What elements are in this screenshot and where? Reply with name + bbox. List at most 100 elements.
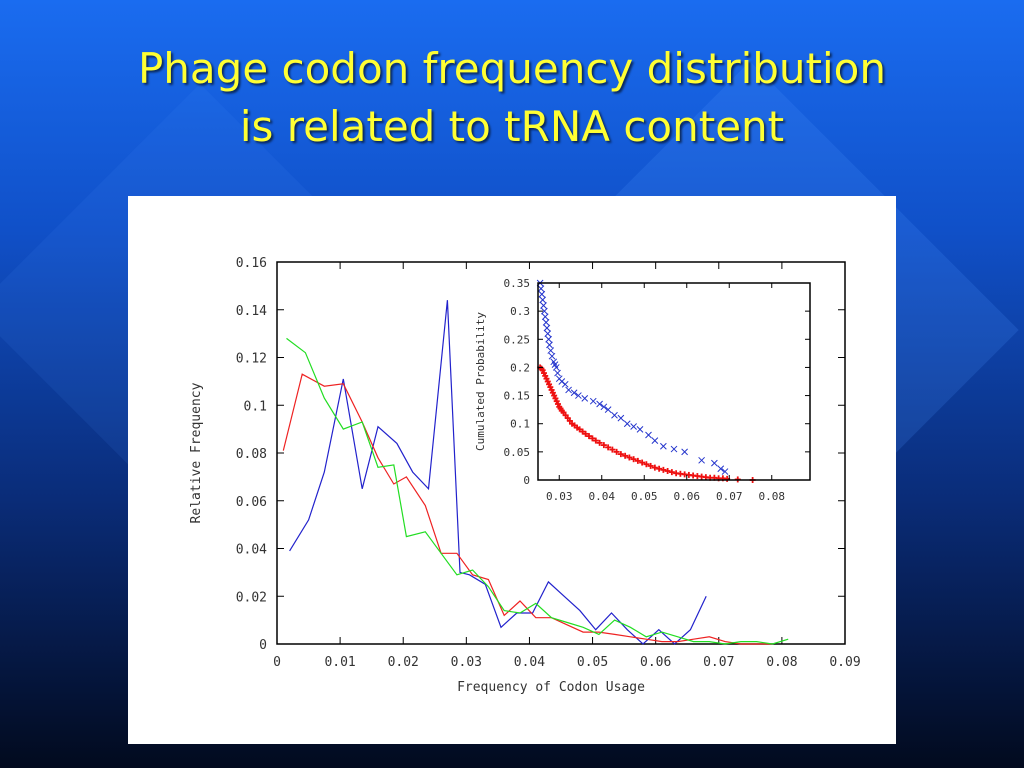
inset-point — [651, 437, 659, 444]
x-tick-label: 0.06 — [640, 655, 671, 670]
x-tick-label: 0.03 — [451, 655, 482, 670]
inset-marker-stroke — [548, 352, 556, 360]
inset-x-tick-label: 0.04 — [589, 490, 616, 503]
x-tick-label: 0.08 — [766, 655, 797, 670]
y-tick-label: 0.12 — [236, 352, 267, 367]
inset-marker-stroke — [570, 389, 578, 397]
inset-point — [586, 433, 592, 440]
inset-marker-stroke — [558, 378, 566, 385]
inset-point — [626, 454, 633, 461]
inset-background — [510, 273, 822, 512]
inset-marker-stroke — [630, 423, 637, 430]
inset-marker-stroke — [660, 442, 667, 450]
x-tick-label: 0.04 — [514, 655, 545, 670]
inset-marker-stroke — [538, 290, 546, 298]
chart-svg: 0 0.01 0.02 0.03 0.04 0.05 0.06 0.07 0.08 0.0900.… — [189, 256, 861, 695]
inset-point — [596, 400, 603, 408]
inset-chart: 0.03 0.04 0.05 0.06 0.07 0.08 0 0.05 0.1 0.15 0.2 0… — [474, 273, 822, 512]
inset-point — [547, 347, 555, 354]
inset-y-tick-label: 0.3 — [510, 305, 530, 318]
inset-point — [622, 452, 629, 459]
inset-point — [647, 462, 654, 469]
inset-y-tick-label: 0.15 — [504, 390, 531, 403]
y-tick-label: 0.16 — [236, 256, 267, 271]
x-tick-label: 0.05 — [577, 655, 608, 670]
slide-title-line-2: is related to tRNA content — [239, 102, 785, 151]
inset-marker-stroke — [596, 400, 603, 408]
inset-marker-stroke — [539, 296, 547, 304]
inset-marker-stroke — [537, 285, 545, 292]
inset-point — [698, 456, 705, 464]
inset-point — [609, 446, 616, 453]
inset-marker-stroke — [698, 456, 705, 464]
y-tick-label: 0.08 — [236, 447, 267, 462]
inset-point — [565, 386, 572, 394]
inset-point — [546, 341, 553, 349]
inset-point — [600, 442, 607, 449]
inset-marker-stroke — [550, 358, 558, 366]
inset-point — [617, 451, 624, 458]
inset-point — [656, 465, 663, 472]
inset-point — [639, 459, 646, 466]
x-tick-label: 0 — [273, 655, 281, 670]
inset-point — [582, 430, 589, 437]
inset-point — [541, 307, 548, 315]
inset-x-tick-label: 0.05 — [631, 490, 658, 503]
inset-marker-stroke — [645, 431, 652, 439]
inset-y-tick-label: 0.35 — [504, 277, 531, 290]
inset-point — [537, 285, 545, 292]
inset-y-axis-label: Cumulated Probability — [474, 312, 487, 451]
inset-point — [600, 403, 608, 411]
inset-marker-stroke — [575, 392, 582, 399]
inset-point — [636, 425, 644, 433]
inset-point — [660, 442, 667, 450]
inset-point — [541, 313, 549, 321]
y-tick-label: 0 — [259, 638, 267, 653]
inset-marker-stroke — [565, 386, 572, 394]
x-axis-label: Frequency of Codon Usage — [457, 680, 645, 695]
inset-x-tick-label: 0.06 — [674, 490, 701, 503]
inset-marker-stroke — [636, 425, 644, 433]
inset-point — [630, 423, 637, 430]
inset-marker-stroke — [681, 448, 688, 456]
inset-marker-stroke — [604, 406, 612, 413]
inset-point — [592, 437, 599, 444]
inset-marker-stroke — [541, 313, 549, 321]
inset-x-tick-label: 0.07 — [716, 490, 743, 503]
inset-marker-stroke — [581, 395, 589, 402]
inset-y-tick-label: 0.2 — [510, 361, 530, 374]
inset-point — [589, 397, 597, 405]
inset-point — [540, 302, 547, 309]
inset-marker-stroke — [717, 465, 725, 473]
inset-marker-stroke — [651, 437, 659, 444]
inset-y-tick-label: 0.05 — [504, 446, 531, 459]
inset-plot-frame — [537, 282, 811, 481]
inset-point — [575, 392, 582, 399]
series-line-3 — [286, 337, 789, 645]
x-tick-label: 0.09 — [829, 655, 860, 670]
inset-point — [605, 444, 612, 451]
inset-marker-stroke — [552, 364, 560, 371]
y-tick-label: 0.04 — [236, 543, 267, 558]
inset-marker-stroke — [721, 468, 729, 475]
series-line-2 — [282, 373, 773, 645]
inset-point — [570, 389, 578, 397]
inset-y-tick-label: 0 — [523, 474, 530, 487]
inset-marker-stroke — [540, 302, 547, 309]
inset-point — [604, 406, 612, 413]
inset-point — [668, 469, 675, 476]
inset-point — [581, 395, 589, 402]
inset-point — [545, 335, 552, 343]
inset-marker-stroke — [547, 347, 555, 354]
inset-point — [543, 324, 551, 332]
chart-figure: 0 0.01 0.02 0.03 0.04 0.05 0.06 0.07 0.08 0.09 0 0.… — [128, 196, 896, 744]
inset-marker-stroke — [546, 341, 553, 349]
inset-point — [623, 420, 631, 428]
y-tick-label: 0.02 — [236, 590, 267, 605]
inset-point — [721, 468, 729, 475]
inset-point — [711, 459, 718, 467]
inset-point — [596, 439, 603, 446]
inset-point — [561, 380, 569, 388]
inset-point — [538, 290, 546, 298]
inset-point — [548, 352, 556, 360]
